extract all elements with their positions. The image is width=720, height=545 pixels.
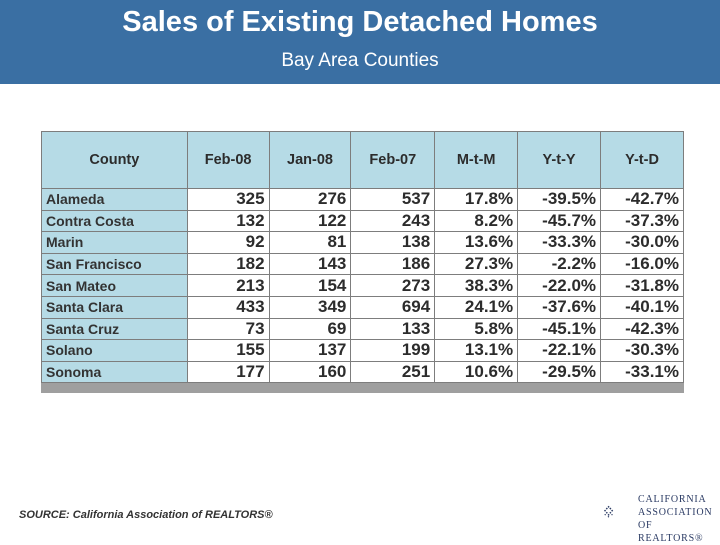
value-cell: 73 [186,317,270,341]
value-cell: 24.1% [434,295,519,319]
column-header-m-t-m: M-t-M [434,131,519,189]
page-subtitle: Bay Area Counties [281,50,439,71]
value-cell: 92 [186,231,270,254]
column-header-y-t-d: Y-t-D [600,131,684,189]
page-title: Sales of Existing Detached Homes [122,6,598,38]
value-cell: 273 [350,274,436,297]
value-cell: 8.2% [434,209,519,233]
value-cell: 243 [350,209,436,233]
column-header-y-t-y: Y-t-Y [517,131,602,189]
value-cell: 10.6% [434,360,519,384]
value-cell: 155 [186,339,270,362]
value-cell: 433 [186,295,270,319]
value-cell: 81 [268,231,352,254]
value-cell: 154 [268,274,352,297]
value-cell: -29.5% [517,360,602,384]
header-bar: Sales of Existing Detached Homes Bay Are… [0,0,720,84]
value-cell: -37.3% [600,209,684,233]
value-cell: 38.3% [434,274,519,297]
column-header-feb-07: Feb-07 [350,131,436,189]
value-cell: 182 [186,252,270,276]
value-cell: -22.1% [517,339,602,362]
logo-line-1: CALIFORNIA [638,494,707,505]
value-cell: -45.1% [517,317,602,341]
value-cell: 276 [268,188,352,211]
car-logo-icon [604,505,614,518]
table-row: Contra Costa 132 122 243 8.2% -45.7% -37.3% [41,209,684,233]
table-header-row: County Feb-08 Jan-08 Feb-07 M-t-M Y-t-Y Y-t-D [41,131,684,189]
county-name-cell: San Francisco [41,252,188,276]
value-cell: -2.2% [517,252,602,276]
table-row: Marin 92 81 138 13.6% -33.3% -30.0% [41,231,684,254]
value-cell: -42.3% [600,317,684,341]
value-cell: 5.8% [434,317,519,341]
value-cell: 69 [268,317,352,341]
value-cell: -39.5% [517,188,602,211]
value-cell: 122 [268,209,352,233]
value-cell: 177 [186,360,270,384]
sales-table: County Feb-08 Jan-08 Feb-07 M-t-M Y-t-Y Y-t-D … [41,131,684,384]
table-row: San Francisco 182 143 186 27.3% -2.2% -16.0% [41,252,684,276]
value-cell: 186 [350,252,436,276]
value-cell: -33.3% [517,231,602,254]
value-cell: 213 [186,274,270,297]
table-row: San Mateo 213 154 273 38.3% -22.0% -31.8% [41,274,684,297]
logo-line-3: OF REALTORS® [638,520,704,544]
value-cell: -30.3% [600,339,684,362]
logo-text: CALIFORNIA ASSOCIATION OF REALTORS® [638,493,720,545]
value-cell: 143 [268,252,352,276]
county-name-cell: Contra Costa [41,209,188,233]
value-cell: 160 [268,360,352,384]
value-cell: -31.8% [600,274,684,297]
value-cell: 251 [350,360,436,384]
table-row: Solano 155 137 199 13.1% -22.1% -30.3% [41,339,684,362]
value-cell: 325 [186,188,270,211]
county-name-cell: Alameda [41,188,188,211]
logo-line-2: ASSOCIATION [638,507,713,518]
column-header-jan-08: Jan-08 [268,131,352,189]
value-cell: -33.1% [600,360,684,384]
county-name-cell: Santa Cruz [41,317,188,341]
county-name-cell: San Mateo [41,274,188,297]
value-cell: 17.8% [434,188,519,211]
value-cell: 13.1% [434,339,519,362]
county-name-cell: Marin [41,231,188,254]
source-note: SOURCE: California Association of REALTO… [19,509,273,521]
value-cell: -40.1% [600,295,684,319]
value-cell: -22.0% [517,274,602,297]
value-cell: -30.0% [600,231,684,254]
value-cell: 537 [350,188,436,211]
value-cell: 137 [268,339,352,362]
value-cell: -42.7% [600,188,684,211]
table-row: Santa Clara 433 349 694 24.1% -37.6% -40.1% [41,295,684,319]
value-cell: 694 [350,295,436,319]
county-name-cell: Sonoma [41,360,188,384]
table-row: Santa Cruz 73 69 133 5.8% -45.1% -42.3% [41,317,684,341]
value-cell: 133 [350,317,436,341]
value-cell: -16.0% [600,252,684,276]
column-header-county: County [41,131,188,189]
value-cell: -37.6% [517,295,602,319]
county-name-cell: Santa Clara [41,295,188,319]
value-cell: 27.3% [434,252,519,276]
column-header-feb-08: Feb-08 [186,131,270,189]
table-row: Sonoma 177 160 251 10.6% -29.5% -33.1% [41,360,684,384]
value-cell: 13.6% [434,231,519,254]
value-cell: 132 [186,209,270,233]
sales-table-container: County Feb-08 Jan-08 Feb-07 M-t-M Y-t-Y Y-t-D … [41,131,684,393]
county-name-cell: Solano [41,339,188,362]
value-cell: -45.7% [517,209,602,233]
value-cell: 199 [350,339,436,362]
value-cell: 349 [268,295,352,319]
table-row: Alameda 325 276 537 17.8% -39.5% -42.7% [41,188,684,211]
value-cell: 138 [350,231,436,254]
table-body: Alameda 325 276 537 17.8% -39.5% -42.7% Contra … [41,188,684,384]
